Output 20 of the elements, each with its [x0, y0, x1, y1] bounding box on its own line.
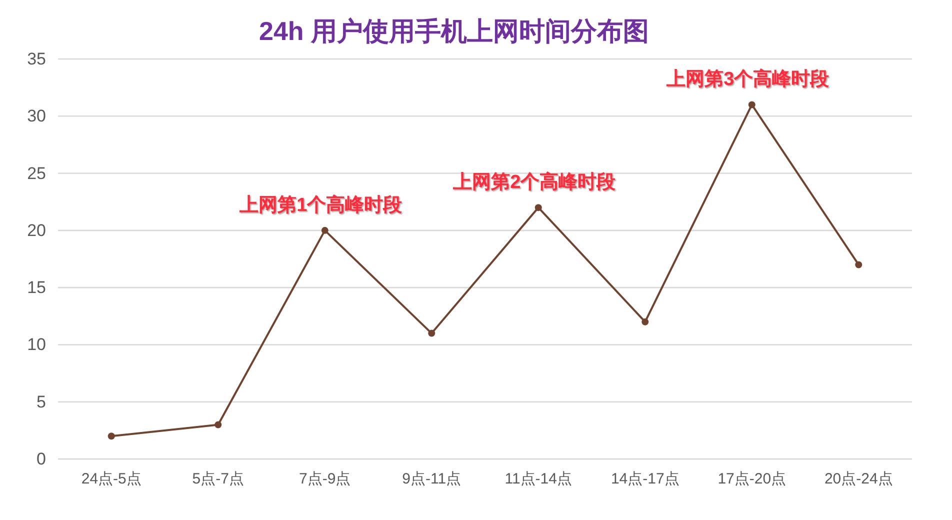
annotation: 上网第2个高峰时段: [453, 172, 616, 194]
x-tick-label: 20点-24点: [824, 470, 893, 488]
y-tick-label: 30: [27, 106, 46, 126]
y-tick-label: 5: [36, 392, 46, 412]
x-tick-label: 14点-17点: [610, 470, 680, 488]
x-tick-label: 9点-11点: [402, 470, 462, 488]
y-tick-label: 10: [27, 335, 46, 354]
annotation: 上网第3个高峰时段: [666, 69, 830, 90]
title: 24h 用户使用手机上网时间分布图: [258, 16, 650, 46]
y-tick-label: 15: [27, 278, 46, 298]
y-tick-label: 35: [27, 50, 46, 68]
x-tick-label: 24点-5点: [81, 470, 142, 488]
x-tick-label: 17点-20点: [718, 470, 786, 488]
y-tick-label: 0: [36, 450, 46, 468]
y-tick-label: 25: [27, 164, 46, 183]
x-tick-label: 5点-7点: [192, 470, 244, 488]
x-tick-label: 11点-14点: [504, 470, 572, 488]
annotation: 上网第1个高峰时段: [240, 194, 402, 216]
x-tick-label: 7点-9点: [299, 470, 351, 488]
y-tick-label: 20: [27, 220, 46, 240]
